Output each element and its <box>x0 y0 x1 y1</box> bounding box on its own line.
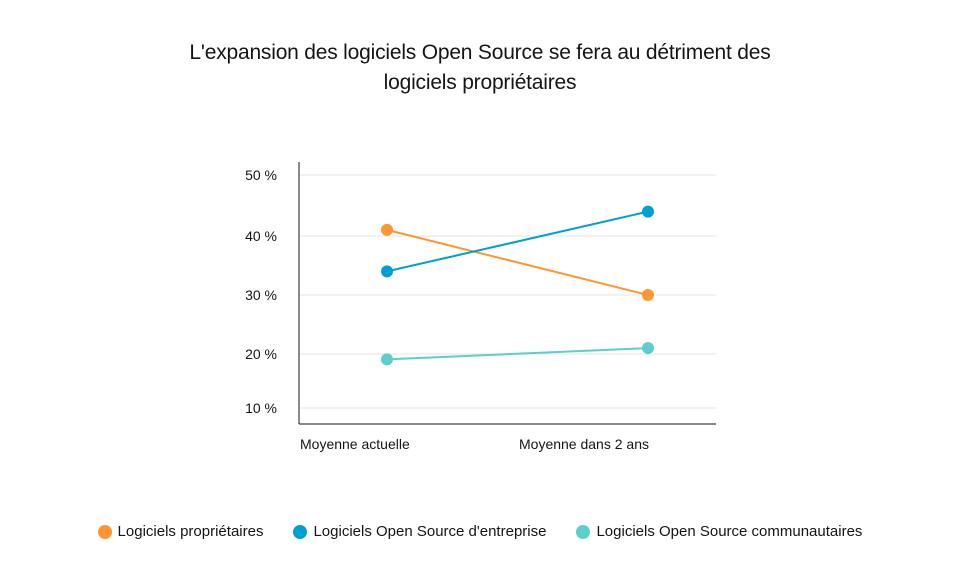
data-point <box>381 265 393 278</box>
legend-swatch <box>97 524 112 539</box>
legend: Logiciels propriétaires Logiciels Open S… <box>0 523 960 540</box>
data-point <box>642 205 654 218</box>
legend-label: Logiciels Open Source d'entreprise <box>313 523 547 540</box>
legend-label: Logiciels propriétaires <box>117 523 264 540</box>
legend-swatch <box>576 524 591 539</box>
x-tick-label: Moyenne dans 2 ans <box>519 436 649 452</box>
chart-title: L'expansion des logiciels Open Source se… <box>0 38 960 98</box>
y-tick-label: 40 % <box>245 228 277 244</box>
legend-label: Logiciels Open Source communautaires <box>596 523 863 540</box>
data-point <box>381 353 393 366</box>
legend-item-proprietary: Logiciels propriétaires <box>97 523 264 540</box>
y-tick-label: 20 % <box>245 346 277 362</box>
x-tick-label: Moyenne actuelle <box>300 436 410 452</box>
chart-title-line-2: logiciels propriétaires <box>383 71 577 94</box>
series-line <box>386 210 649 273</box>
data-point <box>642 342 654 355</box>
series-line <box>386 228 649 296</box>
legend-swatch <box>293 524 308 539</box>
legend-item-enterprise-open-source: Logiciels Open Source d'entreprise <box>293 523 546 540</box>
data-point <box>642 289 654 301</box>
data-point <box>381 223 393 236</box>
y-tick-label: 30 % <box>245 287 277 303</box>
series-line <box>386 347 649 361</box>
y-tick-label: 10 % <box>245 400 277 416</box>
legend-item-community-open-source: Logiciels Open Source communautaires <box>576 523 862 540</box>
y-tick-label: 50 % <box>245 167 277 183</box>
chart-title-line-1: L'expansion des logiciels Open Source se… <box>189 41 771 64</box>
